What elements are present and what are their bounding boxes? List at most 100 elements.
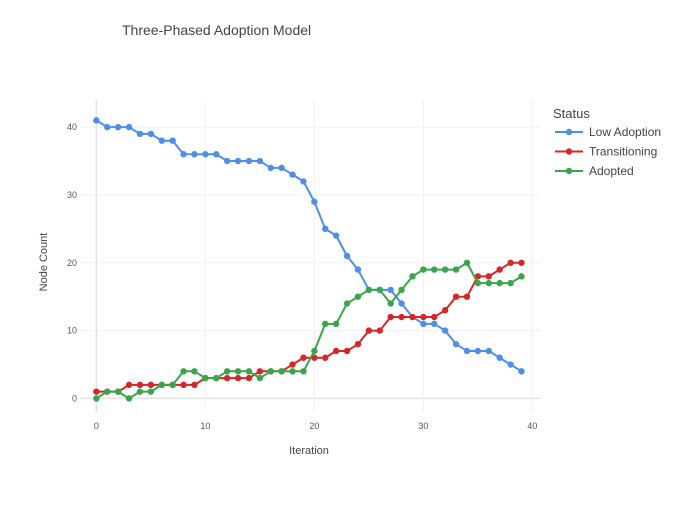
data-point (267, 368, 274, 375)
data-point (311, 198, 318, 205)
data-point (518, 259, 525, 266)
data-point (256, 368, 264, 375)
legend-label: Adopted (589, 164, 634, 178)
data-point (354, 340, 362, 348)
data-point (93, 117, 100, 124)
data-point (256, 374, 264, 382)
data-point (485, 347, 492, 355)
data-point (180, 381, 187, 389)
data-point (245, 368, 253, 375)
data-point (420, 266, 427, 273)
legend-item-transitioning[interactable]: Transitioning (555, 145, 657, 159)
series-layer (93, 117, 525, 402)
data-point (376, 286, 383, 294)
data-point (289, 361, 296, 368)
data-point (267, 164, 274, 172)
series-line (96, 261, 522, 393)
data-point (147, 381, 155, 389)
data-point (223, 374, 231, 382)
data-point (147, 388, 155, 395)
data-point (300, 178, 307, 185)
data-point (507, 259, 514, 266)
legend-item-low-adoption[interactable]: Low Adoption (555, 125, 661, 139)
data-point (136, 381, 144, 389)
data-point (223, 157, 231, 165)
data-point (191, 368, 198, 375)
data-point (202, 374, 209, 382)
data-point (398, 313, 405, 321)
y-axis: 0 10 20 30 40 (67, 122, 77, 403)
data-point (496, 266, 503, 273)
legend-items[interactable]: Low Adoption Transitioning Adopted (555, 125, 661, 178)
data-point (420, 320, 427, 328)
x-tick-label: 10 (200, 421, 210, 431)
data-point (114, 388, 122, 395)
data-point (289, 171, 296, 178)
data-point (463, 259, 471, 266)
legend[interactable]: Status Low Adoption Transitioning Adopted (553, 106, 661, 178)
data-point (431, 320, 438, 328)
data-point (213, 374, 220, 382)
y-tick-label: 0 (72, 393, 77, 403)
data-point (343, 300, 351, 307)
data-point (431, 266, 438, 273)
data-point (507, 279, 514, 287)
data-point (354, 293, 362, 300)
y-tick-label: 20 (67, 258, 77, 268)
data-point (114, 123, 122, 131)
data-point (387, 313, 394, 321)
data-point (485, 273, 492, 280)
series-low-adoption (93, 117, 525, 375)
data-point (441, 266, 449, 273)
data-point (463, 293, 471, 300)
data-point (387, 286, 394, 294)
x-tick-label: 40 (527, 421, 537, 431)
data-point (125, 395, 133, 402)
data-point (387, 300, 394, 307)
data-point (136, 388, 144, 395)
legend-label: Low Adoption (589, 125, 661, 139)
data-point (104, 388, 111, 395)
data-point (245, 374, 253, 382)
data-point (169, 137, 176, 144)
data-point (191, 151, 198, 158)
data-point (300, 354, 307, 361)
series-adopted (93, 259, 525, 402)
grid (80, 100, 540, 412)
data-point (365, 327, 373, 334)
data-point (191, 381, 198, 389)
y-axis-title: Node Count (38, 233, 50, 292)
data-point (93, 388, 100, 395)
data-point (332, 232, 340, 239)
data-point (223, 368, 231, 375)
data-point (158, 137, 165, 144)
data-point (474, 347, 482, 355)
data-point (311, 354, 318, 361)
data-point (452, 293, 460, 300)
data-point (365, 286, 373, 294)
legend-marker-swatch (565, 148, 573, 155)
data-point (125, 381, 133, 389)
series-transitioning (93, 259, 525, 395)
legend-item-adopted[interactable]: Adopted (555, 164, 634, 178)
data-point (234, 374, 242, 382)
data-point (278, 368, 285, 375)
data-point (409, 313, 416, 321)
data-point (322, 354, 329, 361)
data-point (158, 381, 165, 389)
data-point (256, 157, 264, 165)
data-point (289, 368, 296, 375)
data-point (398, 286, 405, 294)
y-tick-label: 30 (67, 190, 77, 200)
data-point (343, 347, 351, 355)
data-point (452, 266, 460, 273)
data-point (431, 313, 438, 321)
data-point (278, 164, 285, 172)
data-point (300, 368, 307, 375)
x-tick-label: 20 (309, 421, 319, 431)
data-point (507, 361, 514, 368)
x-tick-label: 30 (418, 421, 428, 431)
data-point (104, 123, 111, 131)
data-point (474, 273, 482, 280)
